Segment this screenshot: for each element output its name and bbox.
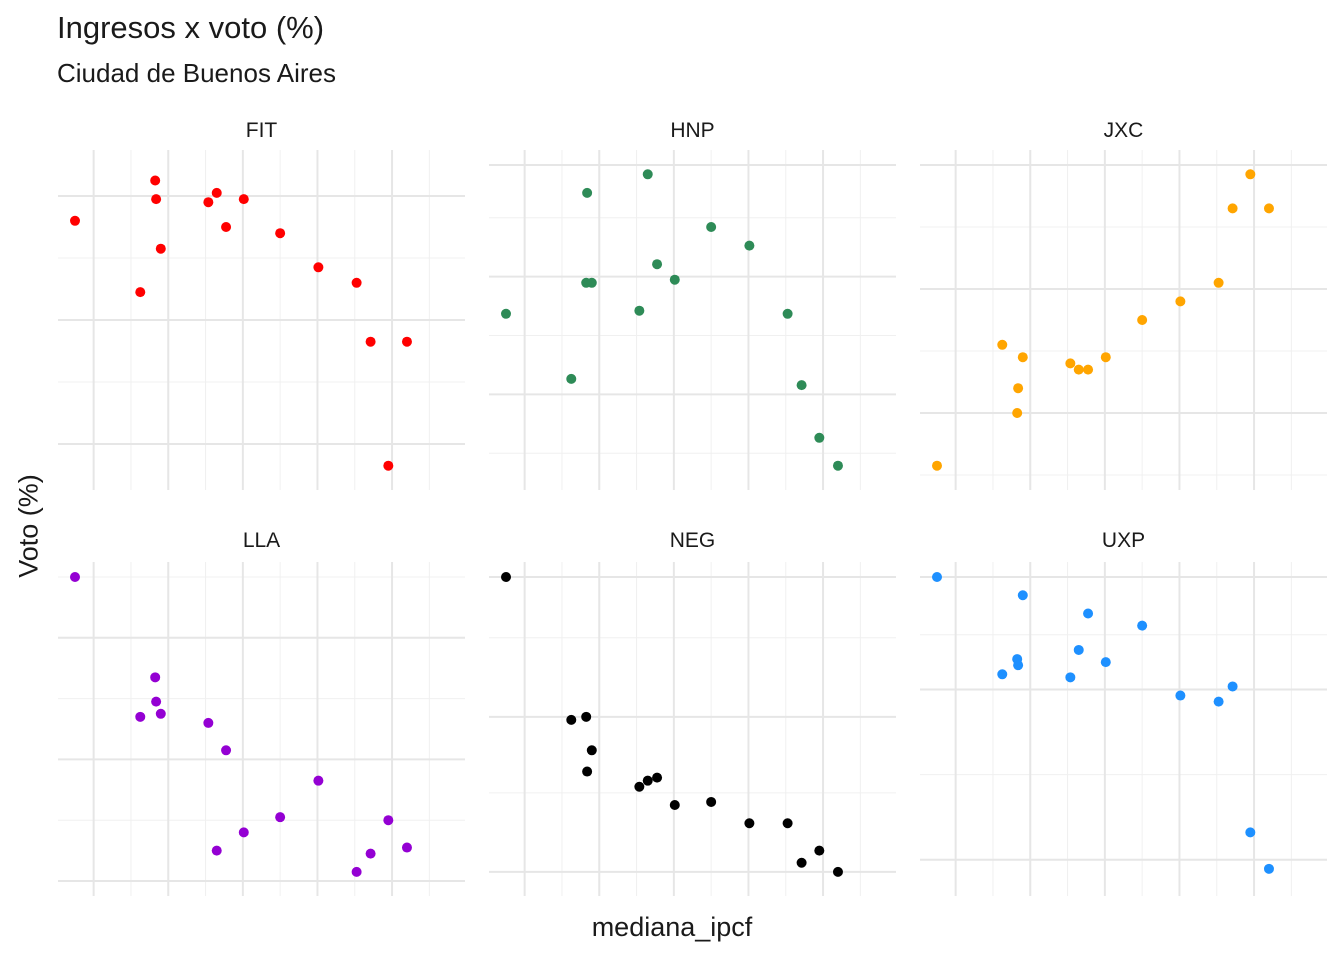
point-uxp <box>997 669 1008 680</box>
point-neg <box>642 775 653 786</box>
point-fit <box>238 194 249 205</box>
point-uxp <box>1137 620 1148 631</box>
point-jxc <box>1013 383 1024 394</box>
point-jxc <box>1073 364 1084 375</box>
point-jxc <box>932 460 942 471</box>
point-hnp <box>706 222 717 232</box>
point-fit <box>211 187 222 198</box>
point-jxc <box>1227 203 1238 214</box>
x-axis-label: mediana_ipcf <box>591 912 753 942</box>
point-hnp <box>744 240 755 251</box>
point-neg <box>832 866 843 877</box>
point-jxc <box>1083 364 1094 375</box>
point-hnp <box>832 460 843 471</box>
point-neg <box>581 711 592 722</box>
point-hnp <box>501 308 511 319</box>
point-neg <box>634 781 645 792</box>
point-uxp <box>1175 690 1186 701</box>
point-lla <box>365 848 376 859</box>
point-lla <box>313 775 324 786</box>
point-neg <box>566 714 577 725</box>
facet-label-uxp: UXP <box>1102 529 1145 552</box>
point-uxp <box>1065 672 1076 683</box>
point-lla <box>150 672 161 683</box>
point-neg <box>501 572 511 582</box>
point-lla <box>275 812 286 823</box>
point-neg <box>782 818 793 829</box>
point-fit <box>151 194 162 205</box>
point-fit <box>203 197 214 208</box>
point-hnp <box>814 432 825 443</box>
point-neg <box>652 772 663 783</box>
point-hnp <box>642 169 653 180</box>
point-hnp <box>586 277 597 288</box>
point-lla <box>401 842 412 853</box>
point-uxp <box>1213 696 1224 707</box>
point-lla <box>221 745 232 756</box>
point-fit <box>155 243 166 254</box>
point-hnp <box>634 305 645 316</box>
point-neg <box>744 818 755 829</box>
point-uxp <box>1073 644 1084 655</box>
point-jxc <box>997 339 1008 350</box>
facet-label-hnp: HNP <box>670 119 714 142</box>
facet-label-jxc: JXC <box>1104 119 1144 142</box>
point-fit <box>275 228 286 239</box>
point-neg <box>586 745 597 756</box>
point-uxp <box>1013 660 1024 671</box>
point-neg <box>582 766 593 777</box>
point-hnp <box>652 259 663 270</box>
point-uxp <box>932 572 942 582</box>
point-lla <box>383 815 394 826</box>
point-uxp <box>1263 863 1274 874</box>
point-jxc <box>1175 296 1186 307</box>
point-uxp <box>1245 827 1256 838</box>
point-lla <box>238 827 249 838</box>
point-lla <box>203 717 214 728</box>
point-jxc <box>1263 203 1274 214</box>
point-fit <box>70 215 80 226</box>
point-fit <box>401 336 412 347</box>
facet-label-lla: LLA <box>243 529 280 552</box>
point-jxc <box>1012 408 1023 418</box>
point-lla <box>351 866 362 877</box>
point-hnp <box>669 274 680 285</box>
point-fit <box>135 287 146 298</box>
point-jxc <box>1213 277 1224 288</box>
point-lla <box>155 708 166 719</box>
point-hnp <box>782 308 793 319</box>
point-neg <box>706 796 717 807</box>
point-lla <box>135 711 146 722</box>
point-uxp <box>1227 681 1238 692</box>
point-hnp <box>582 187 593 198</box>
point-jxc <box>1100 352 1111 363</box>
point-jxc <box>1065 358 1076 369</box>
point-lla <box>70 572 80 582</box>
point-fit <box>150 175 161 186</box>
point-jxc <box>1245 169 1256 180</box>
chart-subtitle: Ciudad de Buenos Aires <box>57 58 336 88</box>
point-hnp <box>566 373 577 384</box>
chart-title: Ingresos x voto (%) <box>57 10 325 45</box>
point-neg <box>814 845 825 856</box>
point-fit <box>351 277 362 288</box>
point-uxp <box>1100 657 1111 668</box>
point-hnp <box>796 380 807 391</box>
point-jxc <box>1017 352 1028 363</box>
point-jxc <box>1137 315 1148 325</box>
point-fit <box>383 460 394 471</box>
point-neg <box>669 800 680 810</box>
point-neg <box>796 857 807 868</box>
point-fit <box>313 262 324 273</box>
point-fit <box>221 222 232 232</box>
point-lla <box>211 845 222 856</box>
point-lla <box>151 696 162 707</box>
facet-label-neg: NEG <box>670 529 716 552</box>
point-fit <box>365 336 376 347</box>
facet-label-fit: FIT <box>246 119 278 142</box>
point-uxp <box>1017 590 1028 601</box>
point-uxp <box>1083 608 1094 619</box>
